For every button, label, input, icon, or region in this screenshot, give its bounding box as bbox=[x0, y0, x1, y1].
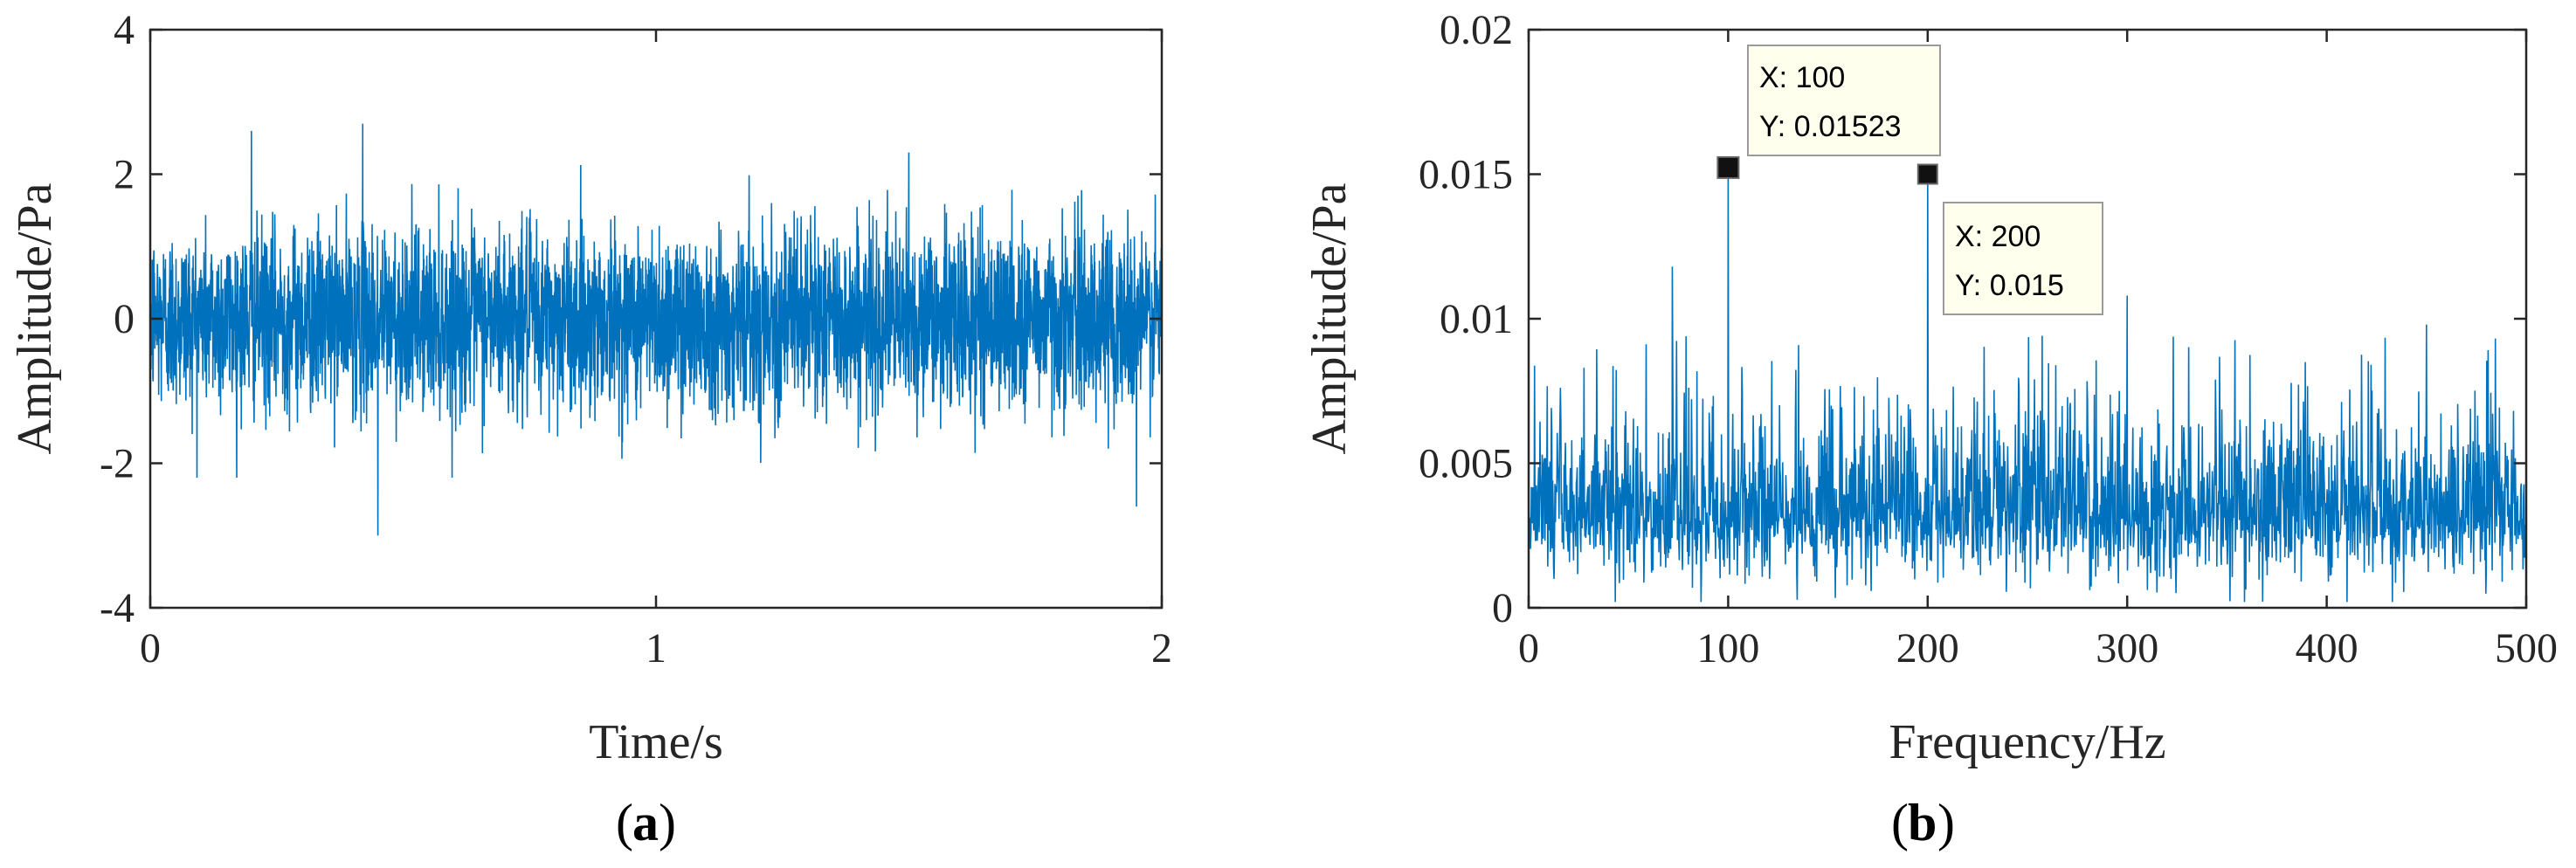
x-axis-label-b: Frequency/Hz bbox=[1889, 715, 2165, 769]
datatip-marker-100hz bbox=[1716, 155, 1740, 179]
datatip-x-200hz: X: 200 bbox=[1955, 220, 2041, 253]
x-tick-label-b-4: 400 bbox=[2296, 625, 2358, 672]
x-tick-label-a-0: 0 bbox=[140, 625, 161, 672]
datatip-x-100hz: X: 100 bbox=[1759, 61, 1845, 94]
y-tick-label-b-4: 0.02 bbox=[1440, 7, 1513, 53]
y-tick-label-a-3: 2 bbox=[114, 152, 135, 198]
y-tick-label-a-2: 0 bbox=[114, 296, 135, 342]
y-tick-label-b-0: 0 bbox=[1492, 585, 1513, 631]
x-tick-label-b-3: 300 bbox=[2096, 625, 2158, 672]
y-tick-label-a-1: -2 bbox=[100, 441, 135, 487]
spectrum-series bbox=[1528, 167, 2527, 603]
datatip-100hz[interactable]: X: 100 Y: 0.01523 bbox=[1716, 45, 1941, 179]
y-axis-label-b: Amplitude/Pa bbox=[1302, 183, 1357, 454]
panel-a: -4 -2 0 2 4 0 1 2 Time/s Amplitude/Pa ( a ) bbox=[8, 7, 1172, 851]
datatip-y-100hz: Y: 0.01523 bbox=[1759, 110, 1902, 143]
datatip-y-200hz: Y: 0.015 bbox=[1955, 269, 2064, 302]
x-axis-ticks-b: 0 100 200 300 400 500 bbox=[1518, 30, 2558, 672]
panel-label-b-close: ) bbox=[1937, 794, 1955, 851]
y-tick-label-b-2: 0.01 bbox=[1440, 296, 1513, 342]
y-tick-label-a-0: -4 bbox=[100, 585, 135, 631]
y-axis-label-a: Amplitude/Pa bbox=[8, 183, 62, 454]
y-axis-ticks-a: -4 -2 0 2 4 bbox=[100, 7, 1162, 631]
x-tick-label-a-1: 1 bbox=[646, 625, 666, 672]
panel-label-a-close: ) bbox=[659, 794, 676, 851]
datatip-marker-200hz bbox=[1916, 163, 1938, 185]
panel-label-b-open: ( bbox=[1891, 794, 1909, 851]
datatip-200hz[interactable]: X: 200 Y: 0.015 bbox=[1916, 163, 2103, 315]
panel-label-a-open: ( bbox=[616, 794, 633, 851]
time-signal-series bbox=[149, 123, 1163, 536]
datatip-box-200hz bbox=[1943, 202, 2103, 315]
x-axis-label-a: Time/s bbox=[589, 715, 723, 769]
x-tick-label-b-0: 0 bbox=[1518, 625, 1539, 672]
x-tick-label-b-1: 100 bbox=[1696, 625, 1759, 672]
datatip-box-100hz bbox=[1747, 45, 1941, 156]
panel-label-a: a bbox=[632, 794, 659, 851]
panel-label-b: b bbox=[1908, 794, 1937, 851]
x-axis-ticks-a: 0 1 2 bbox=[140, 30, 1172, 672]
x-tick-label-b-5: 500 bbox=[2495, 625, 2558, 672]
y-axis-ticks-b: 0 0.005 0.01 0.015 0.02 bbox=[1419, 7, 2526, 631]
y-tick-label-b-1: 0.005 bbox=[1419, 441, 1513, 487]
y-tick-label-b-3: 0.015 bbox=[1419, 152, 1513, 198]
x-tick-label-a-2: 2 bbox=[1151, 625, 1172, 672]
x-tick-label-b-2: 200 bbox=[1896, 625, 1959, 672]
panel-b: 0 0.005 0.01 0.015 0.02 0 100 200 300 400 500 Fre… bbox=[1302, 7, 2558, 851]
y-tick-label-a-4: 4 bbox=[114, 7, 135, 53]
